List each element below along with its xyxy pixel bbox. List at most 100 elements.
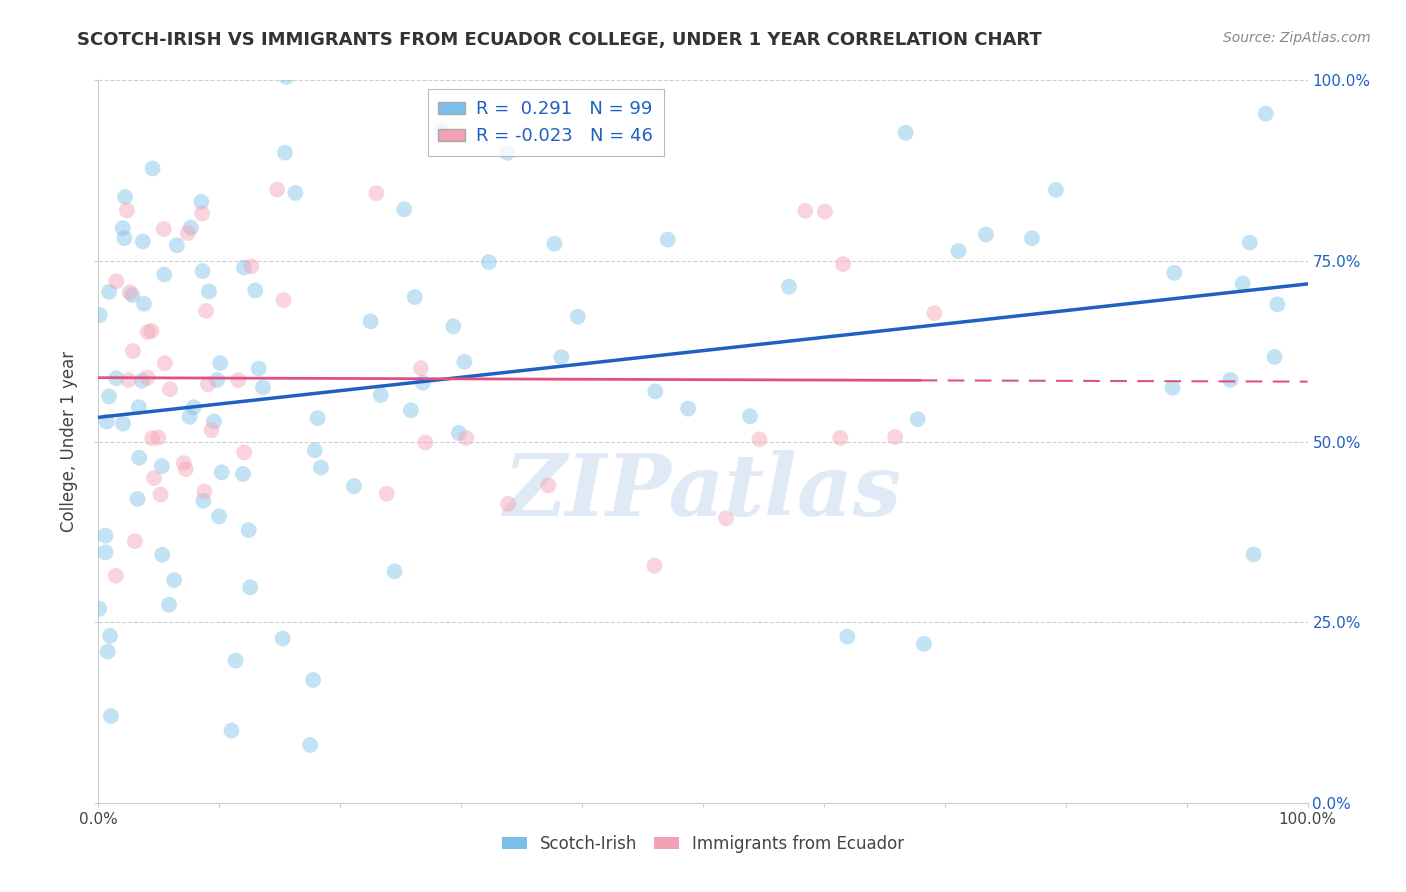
Point [115, 203, 138, 218]
Point [153, 356, 176, 370]
Point [643, 558, 665, 573]
Point [447, 425, 470, 440]
Point [271, 632, 294, 646]
Point [183, 401, 205, 415]
Point [141, 431, 163, 445]
Point [193, 484, 215, 499]
Point [430, 123, 453, 137]
Point [794, 203, 817, 218]
Point [478, 255, 501, 269]
Point [974, 227, 997, 242]
Point [375, 487, 398, 501]
Point [142, 471, 165, 485]
Point [114, 231, 136, 245]
Point [166, 238, 188, 252]
Point [159, 382, 181, 396]
Point [948, 244, 970, 258]
Point [89, 308, 111, 322]
Point [832, 257, 855, 271]
Point [111, 221, 134, 235]
Point [191, 206, 214, 220]
Point [366, 186, 388, 201]
Text: ZIPatlas: ZIPatlas [503, 450, 903, 534]
Point [1163, 266, 1185, 280]
Point [252, 380, 274, 394]
Point [266, 183, 288, 197]
Point [180, 220, 202, 235]
Point [537, 478, 560, 492]
Point [100, 709, 122, 723]
Point [644, 384, 666, 399]
Point [132, 297, 155, 311]
Point [226, 373, 249, 387]
Point [907, 412, 929, 426]
Point [676, 401, 699, 416]
Point [153, 268, 176, 282]
Point [404, 290, 426, 304]
Point [884, 430, 907, 444]
Point [127, 491, 149, 506]
Point [149, 487, 172, 501]
Point [202, 414, 225, 428]
Point [399, 403, 422, 417]
Point [98, 389, 121, 403]
Point [496, 497, 519, 511]
Point [830, 431, 852, 445]
Point [163, 573, 186, 587]
Point [94, 528, 117, 542]
Point [284, 186, 307, 200]
Legend: Scotch-Irish, Immigrants from Ecuador: Scotch-Irish, Immigrants from Ecuador [495, 828, 911, 860]
Point [360, 314, 382, 328]
Point [118, 285, 141, 300]
Point [209, 356, 232, 370]
Point [122, 344, 145, 359]
Point [1021, 231, 1043, 245]
Point [384, 565, 406, 579]
Point [1243, 548, 1265, 562]
Point [211, 466, 233, 480]
Point [247, 361, 270, 376]
Point [105, 371, 128, 385]
Point [912, 637, 935, 651]
Text: Source: ZipAtlas.com: Source: ZipAtlas.com [1223, 31, 1371, 45]
Point [136, 325, 159, 339]
Point [89, 601, 111, 615]
Point [98, 629, 121, 643]
Point [173, 456, 195, 470]
Point [392, 202, 415, 217]
Point [1161, 381, 1184, 395]
Point [738, 409, 761, 424]
Point [1239, 235, 1261, 250]
Point [193, 493, 215, 508]
Point [198, 285, 221, 299]
Point [225, 654, 247, 668]
Point [370, 388, 392, 402]
Point [748, 433, 770, 447]
Point [456, 431, 478, 445]
Point [343, 479, 366, 493]
Text: SCOTCH-IRISH VS IMMIGRANTS FROM ECUADOR COLLEGE, UNDER 1 YEAR CORRELATION CHART: SCOTCH-IRISH VS IMMIGRANTS FROM ECUADOR … [77, 31, 1042, 49]
Point [132, 235, 155, 249]
Point [1264, 350, 1286, 364]
Point [233, 445, 256, 459]
Point [128, 400, 150, 414]
Point [221, 723, 243, 738]
Point [543, 236, 565, 251]
Point [97, 644, 120, 658]
Point [150, 548, 173, 562]
Point [128, 450, 150, 465]
Point [111, 417, 134, 431]
Point [208, 509, 231, 524]
Point [152, 222, 174, 236]
Point [1265, 297, 1288, 311]
Point [273, 293, 295, 308]
Point [239, 580, 262, 594]
Point [121, 288, 143, 302]
Point [117, 373, 139, 387]
Point [98, 285, 121, 299]
Point [778, 279, 800, 293]
Point [197, 377, 219, 392]
Point [240, 260, 263, 274]
Point [104, 568, 127, 582]
Point [567, 310, 589, 324]
